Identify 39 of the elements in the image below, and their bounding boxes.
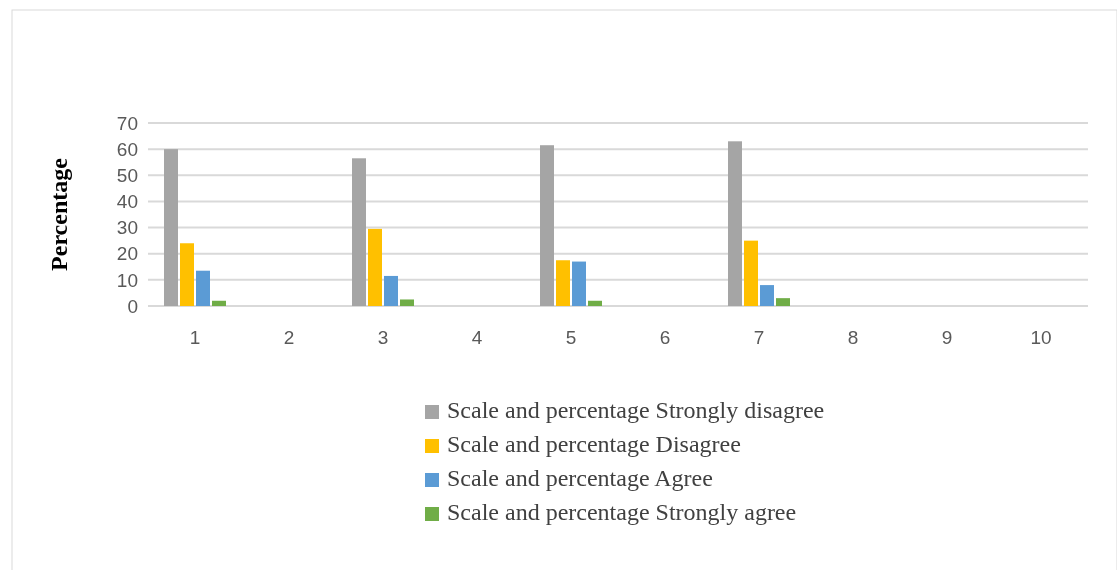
y-tick-label: 50 [116,164,138,186]
bar [400,299,414,306]
y-tick-label: 0 [127,295,138,317]
bar [588,300,602,306]
bar [760,285,774,306]
legend-label: Scale and percentage Agree [447,465,713,491]
bar [384,275,398,306]
y-tick-label: 70 [116,112,138,134]
bar [744,240,758,306]
bar [572,261,586,306]
x-tick-label: 10 [1030,327,1052,348]
bar [728,141,742,306]
y-axis-title: Percentage [46,157,72,271]
legend-label: Scale and percentage Strongly disagree [447,397,825,423]
bar [776,298,790,306]
bar [196,270,210,306]
x-tick-label: 4 [471,327,483,348]
x-tick-label: 6 [659,327,671,348]
x-tick-label: 3 [377,327,389,348]
x-tick-label: 5 [565,327,577,348]
x-tick-label: 8 [847,327,859,348]
x-tick-label: 9 [941,327,953,348]
x-tick-label: 2 [283,327,295,348]
y-tick-label: 30 [116,217,138,239]
y-tick-label: 40 [116,191,138,213]
y-tick-label: 20 [116,243,138,265]
x-tick-label: 1 [189,327,201,348]
y-tick-label: 60 [116,138,138,160]
bar [368,228,382,306]
bar [164,149,178,306]
bar [212,300,226,306]
y-tick-label: 10 [116,269,138,291]
bar [540,145,554,306]
bar [180,243,194,306]
legend-label: Scale and percentage Disagree [447,431,741,457]
bar [556,260,570,306]
legend-label: Scale and percentage Strongly agree [447,499,797,525]
bar [352,158,366,306]
x-tick-label: 7 [753,327,765,348]
